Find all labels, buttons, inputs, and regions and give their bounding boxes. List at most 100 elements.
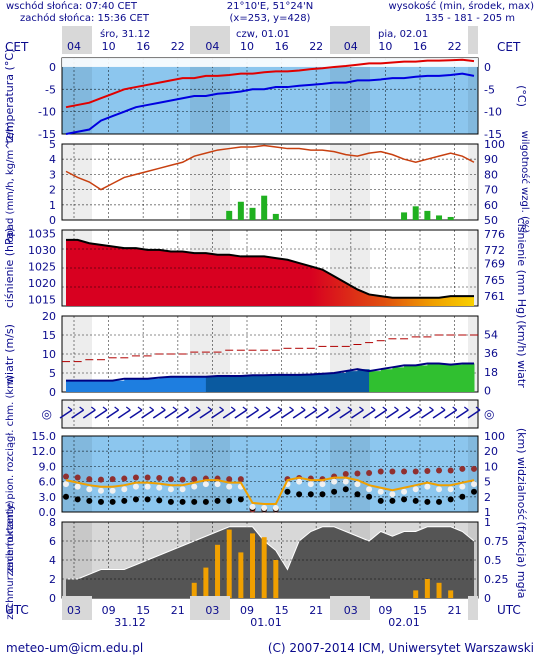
visibility-point xyxy=(156,497,163,504)
temperature-ylabel-right: (°C) xyxy=(515,85,528,107)
visibility-point xyxy=(237,476,244,483)
wind-direction-barb xyxy=(475,406,481,411)
bottom-hour-label: 21 xyxy=(448,604,462,617)
visibility-point xyxy=(401,496,408,503)
precip-bar xyxy=(237,201,244,220)
y-tick-right: -10 xyxy=(484,106,502,119)
night-band xyxy=(468,26,478,54)
top-hour-label: 04 xyxy=(67,40,81,53)
visibility-point xyxy=(179,498,186,505)
wind-direction-arrow xyxy=(292,409,306,419)
wind-direction-barb xyxy=(207,406,213,411)
visibility-point xyxy=(272,504,279,511)
wind-direction-barb xyxy=(300,406,306,411)
wind-bar xyxy=(147,378,160,392)
y-tick-left: 1020 xyxy=(28,277,56,290)
top-hour-label: 04 xyxy=(205,40,219,53)
y-tick-left: 3 xyxy=(49,168,56,181)
wind-direction-barb xyxy=(79,406,85,411)
wind-bar xyxy=(380,369,393,392)
night-shade xyxy=(330,436,370,512)
visibility-point xyxy=(354,491,361,498)
top-hour-label: 22 xyxy=(171,40,185,53)
precip-bar xyxy=(226,210,233,220)
wind-direction-barb xyxy=(382,406,388,411)
y-tick-right: 90 xyxy=(484,153,498,166)
night-shade xyxy=(468,436,478,512)
y-tick-right: 20 xyxy=(484,445,498,458)
fog-bar xyxy=(191,582,197,598)
wind-ylabel: wiatr (m/s) xyxy=(3,324,16,384)
visibility-point xyxy=(284,488,291,495)
temperature-panel-frame xyxy=(61,57,479,135)
visibility-point xyxy=(249,503,256,510)
wind-bar xyxy=(229,376,242,392)
wind-bar xyxy=(170,376,184,392)
y-tick-left: 6.0 xyxy=(39,476,57,489)
night-band xyxy=(190,26,230,54)
wind-bar xyxy=(66,380,79,392)
wind-direction-arrow xyxy=(444,409,458,419)
visibility-point xyxy=(109,498,116,505)
y-tick-right: -15 xyxy=(484,128,502,141)
visibility-point xyxy=(389,491,396,498)
wind-direction-barb xyxy=(67,406,73,411)
y-tick-left: -15 xyxy=(38,128,56,141)
y-tick-right: 0.75 xyxy=(484,535,509,548)
wind-bar xyxy=(404,365,417,392)
y-tick-left: 0.0 xyxy=(39,506,57,519)
y-tick-right: 50 xyxy=(484,214,498,227)
y-tick-right: 1 xyxy=(484,506,491,519)
visibility-point xyxy=(74,496,81,503)
visibility-point xyxy=(389,497,396,504)
y-tick-left: 1025 xyxy=(28,260,56,273)
visibility-point xyxy=(401,488,408,495)
wind-direction-arrow xyxy=(269,409,283,419)
humidity-line xyxy=(65,144,475,191)
visibility-point xyxy=(447,467,454,474)
visibility-point xyxy=(412,497,419,504)
y-tick-left: 1015 xyxy=(28,293,56,306)
wind-direction-arrow xyxy=(281,409,294,419)
y-tick-left: 5 xyxy=(49,138,56,151)
visibility-line xyxy=(65,476,475,505)
cloud-area xyxy=(66,526,474,598)
wind-direction-barb xyxy=(347,406,353,411)
y-tick-left: 6 xyxy=(49,535,56,548)
contact-email[interactable]: meteo-um@icm.edu.pl xyxy=(6,641,143,655)
wind-direction-arrow xyxy=(234,409,248,419)
y-tick-left: 0 xyxy=(49,386,56,399)
visibility-point xyxy=(97,476,104,483)
visibility-point xyxy=(144,483,151,490)
visibility-point xyxy=(436,498,443,505)
wind-bar xyxy=(124,378,137,392)
y-tick-right: 10 xyxy=(484,460,498,473)
bottom-hour-label: 15 xyxy=(275,604,289,617)
y-tick-right: 761 xyxy=(484,290,505,303)
temperature-ylabel: temperatura (°C) xyxy=(3,49,16,144)
y-tick-left: 0 xyxy=(49,214,56,227)
top-hour-label: 10 xyxy=(240,40,254,53)
y-tick-left: 8 xyxy=(49,516,56,529)
wind-direction-arrow xyxy=(455,409,469,419)
y-tick-right: 1 xyxy=(484,516,491,529)
y-tick-left: 4 xyxy=(49,554,56,567)
fog-bar xyxy=(448,590,454,598)
y-tick-right: 5 xyxy=(484,476,491,489)
visibility-point xyxy=(121,497,128,504)
visibility-point xyxy=(459,465,466,472)
visibility-point xyxy=(86,497,93,504)
wind-direction-arrow xyxy=(420,409,434,419)
sunrise-text: wschód słońca: 07:40 CET xyxy=(6,0,138,12)
night-shade xyxy=(468,144,478,220)
fog-ylabel: (frakcja) mgła xyxy=(515,522,528,599)
wind-bar xyxy=(77,380,90,392)
visibility-point xyxy=(459,493,466,500)
bottom-hour-label: 03 xyxy=(205,604,219,617)
night-shade xyxy=(190,144,230,220)
visibility-point xyxy=(354,481,361,488)
top-hour-label: 16 xyxy=(275,40,289,53)
wind-direction-arrow xyxy=(117,409,131,419)
copyright: (C) 2007-2014 ICM, Uniwersytet Warszawsk… xyxy=(268,641,534,655)
night-band xyxy=(330,596,370,620)
